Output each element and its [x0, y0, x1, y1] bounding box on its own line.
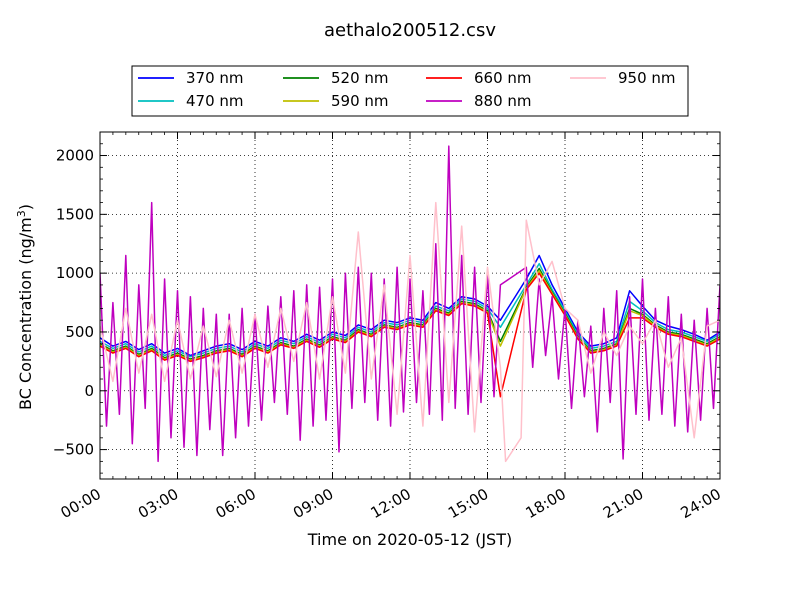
grid: [100, 132, 720, 479]
y-axis-label-close: ): [16, 204, 35, 210]
legend-label: 590 nm: [331, 92, 389, 110]
x-tick-label: 21:00: [600, 485, 646, 522]
series-layer: [100, 145, 720, 463]
legend-label: 470 nm: [186, 92, 244, 110]
x-tick-label: 00:00: [58, 485, 104, 522]
y-tick-labels: −500 0 500 1000 1500 2000: [53, 147, 94, 459]
y-tick-label: 1000: [56, 264, 94, 282]
legend-label: 880 nm: [474, 92, 532, 110]
x-tick-label: 24:00: [678, 485, 724, 522]
y-axis-label-main: BC Concentration (ng/m: [16, 217, 35, 410]
legend-label: 660 nm: [474, 69, 532, 87]
y-tick-label: 500: [65, 323, 94, 341]
x-axis-label: Time on 2020-05-12 (JST): [307, 530, 512, 549]
x-tick-label: 09:00: [290, 485, 336, 522]
series-line-950-nm: [100, 201, 720, 463]
y-axis-label-sup: 3: [15, 210, 28, 217]
x-tick-label: 03:00: [135, 485, 181, 522]
chart-title: aethalo200512.csv: [324, 20, 496, 41]
legend-frame: [131, 65, 689, 117]
legend: 370 nm 470 nm 520 nm 590 nm 660 nm 880 nm 950 …: [138, 69, 676, 110]
y-tick-label: 0: [84, 382, 94, 400]
x-tick-label: 15:00: [445, 485, 491, 522]
x-tick-label: 12:00: [368, 485, 414, 522]
x-tick-labels: 00:00 03:00 06:00 09:00 12:00 15:00 18:00 21:00…: [58, 485, 724, 522]
series-line-880-nm: [100, 145, 720, 463]
x-tick-label: 18:00: [523, 485, 569, 522]
x-tick-label: 06:00: [213, 485, 259, 522]
y-tick-label: −500: [53, 441, 94, 459]
y-tick-label: 2000: [56, 147, 94, 165]
axis-ticks: [99, 131, 721, 479]
y-tick-label: 1500: [56, 205, 94, 223]
y-axis-label: BC Concentration (ng/m3): [15, 204, 35, 410]
legend-label: 520 nm: [331, 69, 389, 87]
legend-label: 370 nm: [186, 69, 244, 87]
legend-label: 950 nm: [618, 69, 676, 87]
